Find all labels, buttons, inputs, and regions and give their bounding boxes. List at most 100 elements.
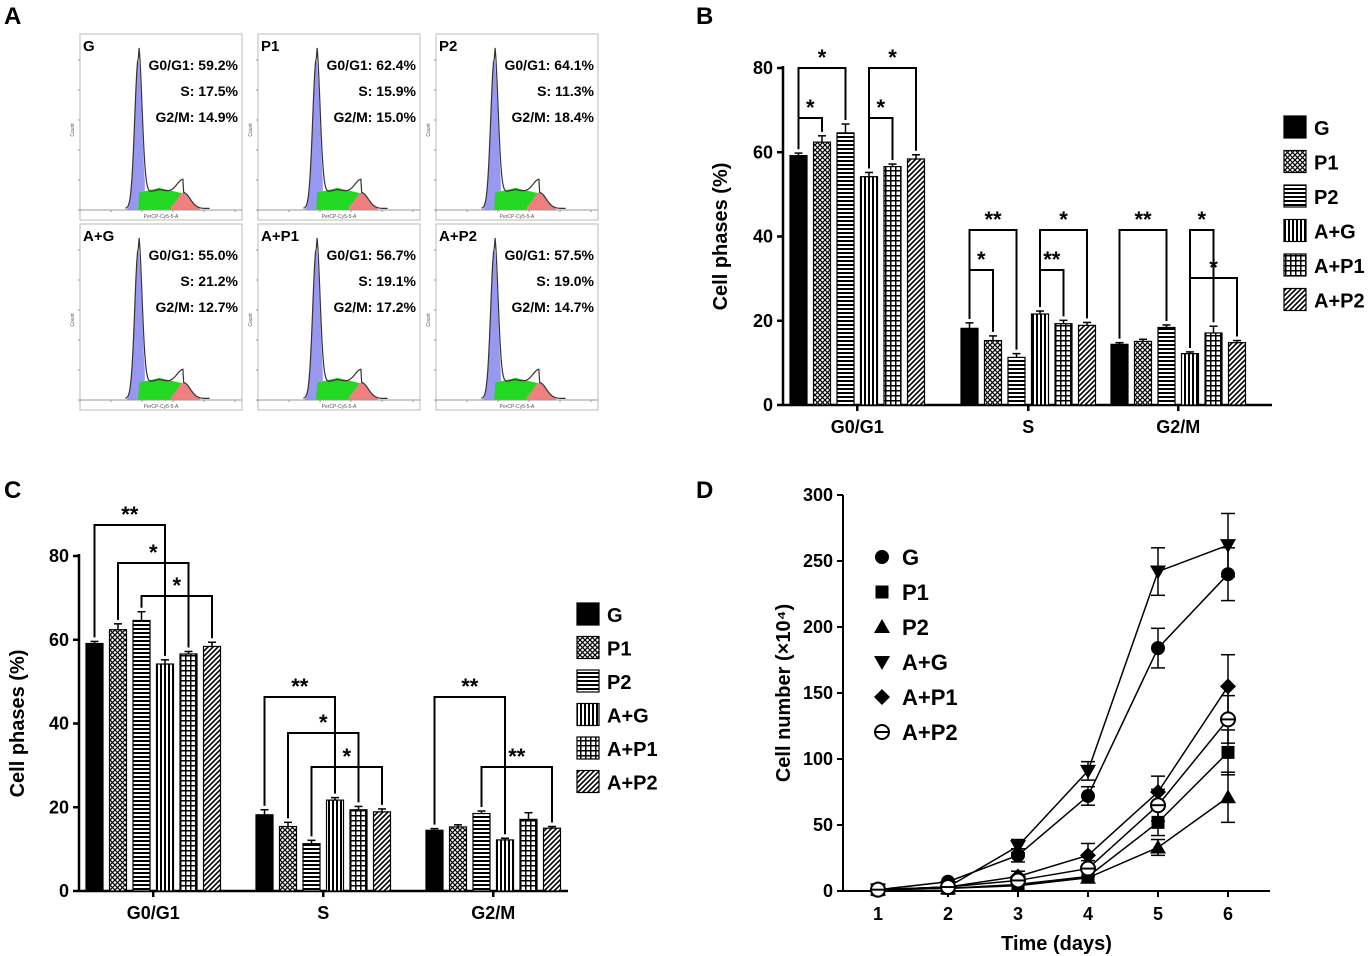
bar-g-g2-m [1110,343,1129,406]
line-g [877,573,1229,891]
legend-marker-g [875,550,889,564]
bar-a-g-g2-m [495,839,515,892]
point-a-g-day4 [1080,764,1096,779]
x-tick-label: 4 [1083,904,1093,924]
x-tick-label-g0-g1: G0/G1 [831,417,884,437]
significance-label: * [806,95,815,120]
series-p1 [871,729,1235,897]
g2m-peak [170,382,200,400]
point-a-p2-day4 [1080,860,1096,877]
legend-label-a-g: A+G [1314,222,1356,244]
legend-marker-p2 [874,619,890,633]
bar-a-g-g0-g1 [859,176,879,406]
bar-p1-s [278,825,298,892]
histogram-g0g1-value: G0/G1: 56.7% [327,247,417,263]
bar-a-p1-s [1054,323,1073,406]
histogram-g0g1-value: G0/G1: 64.1% [505,57,595,73]
series-a-p2 [870,694,1236,898]
significance-bracket [117,562,190,648]
series-p2 [870,771,1236,896]
significance-label: * [1197,207,1206,232]
significance-bracket [797,67,847,150]
histogram-x-label: PerCP-Cy5-5-A [144,214,179,220]
y-tick-label: 250 [803,551,833,571]
bar-p2-g2-m [1157,326,1176,406]
significance-label: * [876,95,885,120]
legend-swatch-a-p1 [1283,253,1307,277]
legend-label-g: G [1314,118,1330,140]
x-axis-title: Time (days) [1001,933,1112,955]
significance-label: * [1209,255,1218,280]
point-a-p2-day5 [1150,797,1166,814]
histogram-label: G [83,38,95,55]
legend-swatch-a-p1 [576,736,600,760]
significance-bracket [1039,269,1065,317]
significance-bracket [310,766,383,837]
histogram-s-value: S: 21.2% [180,273,238,289]
bar-p1-g2-m [448,826,468,892]
significance-label: ** [1134,207,1152,232]
histogram-x-label: PerCP-Cy5-5-A [322,404,357,410]
x-tick-label: 6 [1223,904,1233,924]
significance-label: ** [461,674,479,699]
bar-a-g-s [1030,313,1050,406]
bar-g-s [960,327,979,406]
legend-label-a-p2: A+P2 [1314,291,1365,313]
histogram-x-label: PerCP-Cy5-5-A [144,404,179,410]
significance-label: * [149,540,158,565]
cell-cycle-histograms: G G0/G1: 59.2% S: 17.5% G2/M: 14.9% PerCP-Cy… [70,33,599,411]
point-g-day3 [1011,848,1025,863]
histogram-label: P1 [261,38,279,55]
histogram-a-g: A+G G0/G1: 55.0% S: 21.2% G2/M: 12.7% PerCP-… [70,223,243,411]
histogram-g2m-value: G2/M: 18.4% [512,109,595,125]
histogram-g2m-value: G2/M: 15.0% [334,109,417,125]
significance-bracket [1039,229,1088,319]
legend-label-g: G [607,605,623,627]
point-a-p2-day3 [1010,872,1026,889]
significance-label: ** [121,502,139,527]
legend-label-a-p1: A+P1 [1314,256,1365,278]
histogram-outline [481,47,566,210]
g0g1-peak [125,59,145,211]
g2m-peak [348,192,378,210]
line-chart-d: 0 50 100 150 200 250 300 1 2 3 4 5 6 Time (days) Cell … [773,485,1270,955]
g0g1-peak [481,249,501,400]
significance-label: * [342,744,351,769]
histogram-g2m-value: G2/M: 12.7% [156,299,239,315]
legend-marker-a-p2 [874,724,890,740]
line-p2 [877,796,1229,891]
legend-swatch-a-p2 [576,769,600,794]
y-tick-label: 200 [803,617,833,637]
y-tick-label: 40 [49,714,69,734]
y-tick-label: 80 [753,58,773,78]
histogram-p1: P1 G0/G1: 62.4% S: 15.9% G2/M: 15.0% PerCP-C… [248,33,421,221]
bar-g-g2-m [425,829,444,892]
point-a-g-day6 [1220,539,1236,554]
bar-g-g0-g1 [85,642,104,892]
legend-swatch-p1 [1283,149,1307,174]
legend-swatch-a-g [576,702,600,727]
bar-a-p2-g2-m [542,827,562,892]
significance-label: * [172,573,181,598]
significance-bracket [433,696,506,835]
histogram-y-label: Count [426,313,432,327]
y-tick-label: 0 [763,395,773,415]
point-p1-day6 [1221,745,1235,759]
histogram-g2m-value: G2/M: 17.2% [334,299,417,315]
legend-swatch-g [576,602,600,626]
legend-swatch-p2 [576,669,600,693]
legend-label-a-g: A+G [902,650,948,675]
bar-a-p1-g0-g1 [179,653,198,892]
significance-label: ** [1043,247,1061,272]
significance-bracket [1118,229,1168,339]
g0g1-peak [125,249,145,400]
y-tick-label: 60 [753,142,773,162]
panel-label-c: C [4,477,21,504]
y-tick-label: 80 [49,546,69,566]
x-tick-label: 1 [873,904,883,924]
y-tick-label: 0 [823,881,833,901]
histogram-g0g1-value: G0/G1: 59.2% [149,57,239,73]
x-tick-label-g0-g1: G0/G1 [127,903,180,923]
histogram-label: P2 [439,38,457,55]
